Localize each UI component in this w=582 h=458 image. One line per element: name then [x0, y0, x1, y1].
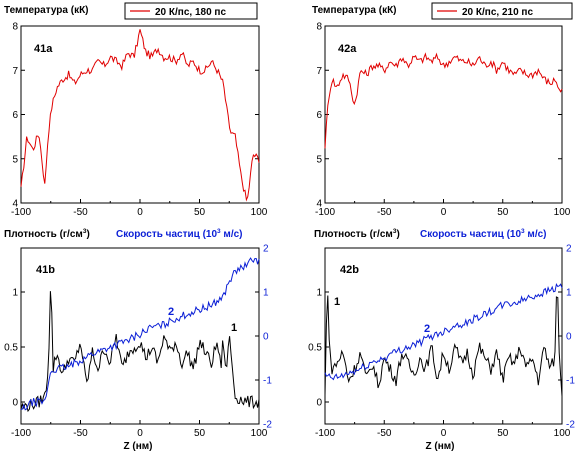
panel-42a: -100 -50 0 50 100 4 5 6 7 8: [315, 22, 571, 219]
plot-frame: [20, 25, 260, 204]
y2-tick-label: 1: [566, 288, 572, 299]
series-line-red: [20, 29, 260, 202]
y-tick-label: 8: [316, 22, 322, 33]
xlabel-41b: Z (нм): [124, 441, 153, 452]
y2-tick-label: -1: [566, 376, 575, 387]
plot-frame: [20, 247, 260, 425]
x-tick-label: 50: [497, 207, 509, 218]
x-tick-label: 0: [441, 428, 447, 439]
x-tick-label: -50: [73, 428, 88, 439]
y-tick-label: 7: [316, 66, 322, 77]
x-tick-label: -100: [315, 428, 335, 439]
y2-tick-label: -2: [263, 420, 272, 431]
y2-tick-label: 1: [263, 288, 269, 299]
x-tick-label: 50: [497, 428, 509, 439]
x-tick-label: 0: [137, 428, 143, 439]
y-tick-label: 0.5: [308, 343, 322, 354]
header-density-41b: Плотность (г/см3): [4, 228, 90, 240]
header-density-42b: Плотность (г/см3): [314, 228, 400, 240]
legend-41a: 20 К/пс, 180 пс: [124, 2, 258, 20]
y-tick-label: 1: [316, 288, 322, 299]
x-tick-label: 50: [194, 207, 206, 218]
x-tick-label: -50: [377, 428, 392, 439]
x-tick-label: -100: [315, 207, 335, 218]
x-tick-label: 100: [554, 207, 571, 218]
plot-frame: [324, 25, 563, 204]
x-tick-label: -50: [377, 207, 392, 218]
series-line-black: [324, 295, 563, 397]
panel-label-41a: 41a: [34, 43, 53, 55]
y-tick-label: 4: [316, 199, 322, 210]
x-tick-label: 100: [554, 428, 571, 439]
x-tick-label: 0: [137, 207, 143, 218]
y-tick-label: 8: [12, 22, 18, 33]
panel-41b: -100 -50 0 50 100 0 0.5 1 -2 -1 0 1 2: [4, 244, 272, 440]
y2-tick-label: 2: [263, 244, 269, 255]
series-line-blue: [20, 257, 260, 411]
panel-42b: -100 -50 0 50 100 0 0.5 1 -2 -1 0 1 2: [308, 244, 575, 440]
y-tick-label: 0: [316, 398, 322, 409]
y-tick-label: 6: [316, 110, 322, 121]
header-temperature-41a: Температура (кК): [4, 5, 89, 16]
x-tick-label: -50: [73, 207, 88, 218]
panel-label-42b: 42b: [340, 264, 359, 276]
legend-label-42a: 20 К/пс, 210 пс: [462, 7, 533, 18]
panel-label-41b: 41b: [36, 264, 55, 276]
curve-label-black-41b: 1: [231, 322, 237, 334]
series-line-blue: [324, 282, 563, 381]
y-tick-label: 0.5: [4, 343, 18, 354]
header-temperature-42a: Температура (кК): [312, 5, 397, 16]
x-tick-label: 0: [441, 207, 447, 218]
y-tick-label: 6: [12, 110, 18, 121]
header-velocity-41b: Скорость частиц (103 м/с): [116, 228, 243, 240]
header-velocity-42b: Скорость частиц (103 м/с): [420, 228, 547, 240]
x-tick-label: 100: [251, 428, 268, 439]
y-tick-label: 0: [12, 398, 18, 409]
x-tick-label: 50: [194, 428, 206, 439]
y2-tick-label: 0: [566, 332, 572, 343]
x-tick-label: 100: [251, 207, 268, 218]
y-tick-label: 1: [12, 288, 18, 299]
series-line-red: [324, 52, 563, 149]
y-tick-label: 5: [12, 154, 18, 165]
y2-tick-label: 2: [566, 244, 572, 255]
series-line-black: [20, 291, 260, 413]
y2-tick-label: -1: [263, 376, 272, 387]
curve-label-black-42b: 1: [334, 296, 340, 308]
panel-41a: -100 -50 0 50 100 4 5 6 7 8: [11, 22, 268, 219]
plot-frame: [324, 247, 563, 425]
x-tick-label: -100: [11, 428, 31, 439]
xlabel-42b: Z (нм): [426, 441, 455, 452]
panel-label-42a: 42a: [338, 43, 357, 55]
y-tick-label: 5: [316, 154, 322, 165]
y2-tick-label: 0: [263, 332, 269, 343]
y-tick-label: 7: [12, 66, 18, 77]
curve-label-blue-42b: 2: [424, 323, 430, 335]
y-tick-label: 4: [12, 199, 18, 210]
legend-label-41a: 20 К/пс, 180 пс: [155, 7, 226, 18]
curve-label-blue-41b: 2: [168, 306, 174, 318]
legend-42a: 20 К/пс, 210 пс: [431, 2, 573, 20]
y2-tick-label: -2: [566, 420, 575, 431]
x-tick-label: -100: [11, 207, 31, 218]
